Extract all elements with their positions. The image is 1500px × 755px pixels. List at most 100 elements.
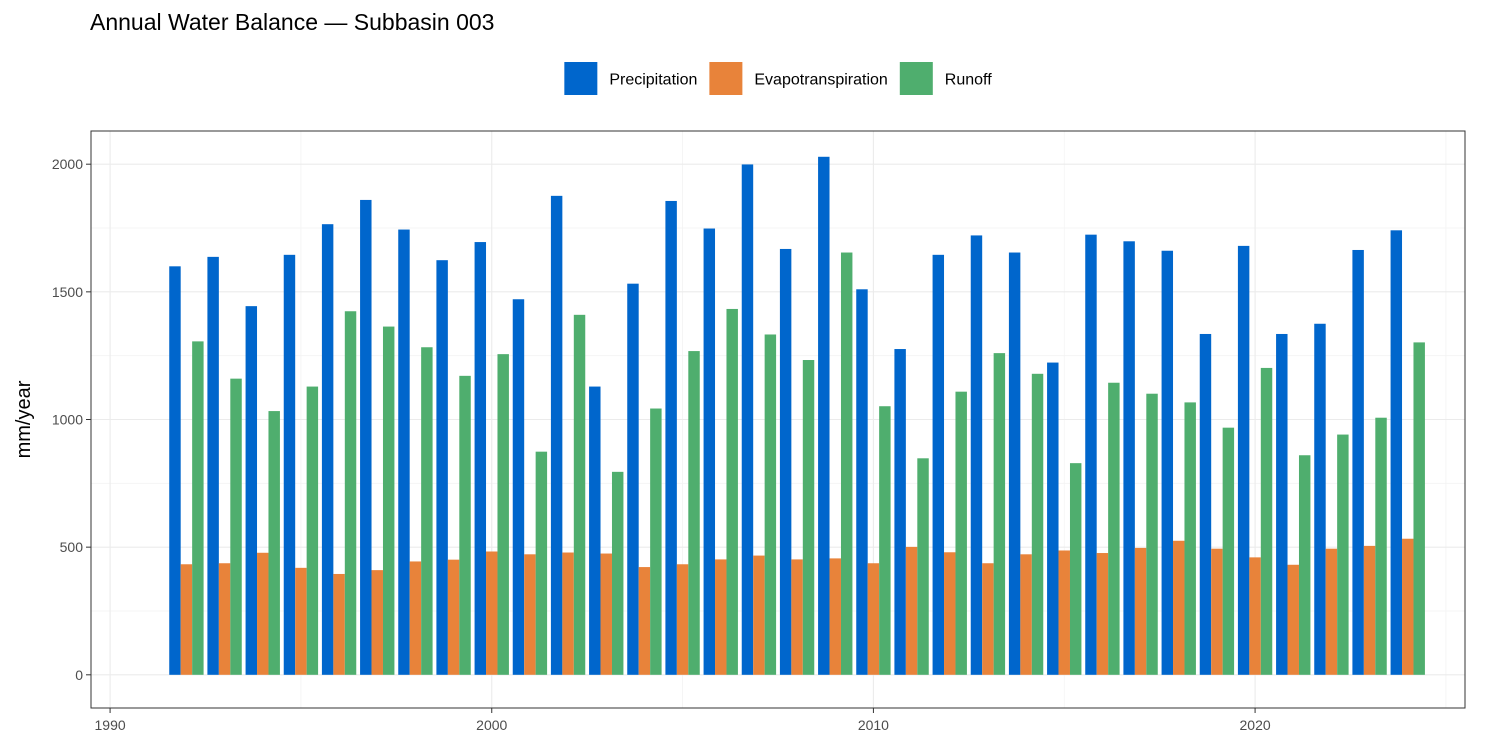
bar-evapotranspiration — [1058, 550, 1070, 675]
bar-evapotranspiration — [905, 546, 918, 675]
bar-runoff — [459, 375, 471, 675]
bar-precipitation — [589, 386, 601, 675]
bar-precipitation — [1123, 241, 1135, 675]
bar-runoff — [535, 451, 548, 675]
bar-precipitation — [169, 266, 181, 675]
bar-runoff — [764, 334, 777, 675]
bar-evapotranspiration — [1211, 548, 1223, 675]
bar-runoff — [1184, 402, 1196, 675]
bar-evapotranspiration — [1096, 553, 1109, 675]
bar-evapotranspiration — [982, 563, 994, 675]
bar-precipitation — [818, 156, 830, 675]
bar-runoff — [917, 458, 929, 675]
bar-runoff — [1337, 434, 1349, 675]
bar-runoff — [1222, 427, 1235, 675]
bar-runoff — [1375, 417, 1387, 675]
bar-runoff — [1298, 455, 1311, 675]
bar-evapotranspiration — [753, 555, 765, 675]
y-tick-label: 1000 — [52, 412, 83, 428]
bar-runoff — [1069, 463, 1082, 675]
y-tick-label: 500 — [60, 539, 84, 555]
bar-evapotranspiration — [867, 563, 880, 675]
bar-runoff — [955, 391, 967, 675]
bar-precipitation — [283, 254, 296, 675]
bar-evapotranspiration — [333, 573, 345, 675]
bar-precipitation — [1199, 333, 1212, 675]
bar-evapotranspiration — [791, 559, 803, 675]
bar-precipitation — [703, 228, 716, 675]
bar-evapotranspiration — [295, 567, 307, 675]
bar-precipitation — [665, 200, 677, 675]
bar-evapotranspiration — [676, 564, 689, 675]
bar-runoff — [840, 252, 853, 675]
bar-evapotranspiration — [409, 561, 422, 675]
bar-runoff — [1413, 342, 1425, 675]
bar-precipitation — [894, 349, 906, 675]
bar-evapotranspiration — [715, 559, 727, 675]
bar-precipitation — [398, 229, 410, 675]
bar-precipitation — [321, 224, 334, 675]
legend-key-evapotranspiration — [709, 62, 743, 95]
bar-precipitation — [474, 242, 487, 675]
bar-evapotranspiration — [600, 553, 612, 675]
legend-label-evapotranspiration: Evapotranspiration — [754, 72, 887, 89]
bar-runoff — [688, 351, 700, 675]
bar-precipitation — [1008, 252, 1021, 675]
bar-precipitation — [1161, 250, 1174, 675]
bar-evapotranspiration — [1249, 557, 1261, 675]
bar-evapotranspiration — [1020, 554, 1032, 675]
bar-evapotranspiration — [371, 570, 383, 675]
bar-runoff — [1260, 367, 1273, 675]
bar-precipitation — [1085, 234, 1097, 675]
bar-runoff — [382, 326, 395, 675]
bar-precipitation — [1390, 230, 1403, 675]
bar-precipitation — [207, 256, 219, 675]
y-axis: 0 500 1000 1500 2000 — [52, 156, 91, 683]
bar-precipitation — [436, 260, 448, 675]
bar-precipitation — [932, 254, 945, 675]
bar-precipitation — [970, 235, 983, 675]
legend-key-precipitation — [564, 62, 598, 95]
bar-evapotranspiration — [1173, 540, 1185, 675]
bar-precipitation — [741, 164, 754, 675]
chart-title: Annual Water Balance — Subbasin 003 — [90, 9, 494, 35]
bar-precipitation — [627, 283, 639, 675]
bar-evapotranspiration — [447, 559, 460, 675]
bar-evapotranspiration — [944, 552, 956, 675]
bar-runoff — [802, 360, 815, 675]
bar-runoff — [1146, 393, 1158, 675]
y-tick-label: 2000 — [52, 156, 83, 172]
y-axis-label: mm/year — [13, 380, 35, 458]
bar-evapotranspiration — [180, 564, 193, 675]
bar-runoff — [421, 347, 433, 675]
bar-evapotranspiration — [524, 554, 536, 675]
bar-precipitation — [1237, 245, 1250, 675]
y-tick-label: 1500 — [52, 284, 83, 300]
bar-runoff — [344, 311, 357, 675]
bar-runoff — [306, 386, 319, 675]
bar-precipitation — [512, 299, 525, 675]
legend: Precipitation Evapotranspiration Runoff — [564, 62, 992, 95]
x-tick-label: 1990 — [95, 717, 126, 733]
x-tick-label: 2010 — [858, 717, 889, 733]
bar-evapotranspiration — [486, 551, 498, 675]
bar-evapotranspiration — [257, 552, 269, 675]
bar-precipitation — [1314, 323, 1326, 675]
bar-runoff — [573, 314, 586, 675]
bar-evapotranspiration — [1402, 538, 1414, 675]
bar-evapotranspiration — [638, 567, 651, 675]
bar-precipitation — [550, 195, 563, 675]
bar-evapotranspiration — [218, 563, 231, 675]
legend-label-runoff: Runoff — [945, 72, 992, 89]
bar-evapotranspiration — [1134, 547, 1147, 675]
bar-runoff — [1108, 382, 1120, 675]
x-axis: 1990 2000 2010 2020 — [95, 708, 1271, 733]
bar-runoff — [650, 408, 662, 675]
bar-evapotranspiration — [1287, 564, 1299, 675]
bar-runoff — [726, 308, 738, 675]
bar-evapotranspiration — [1363, 545, 1376, 675]
x-tick-label: 2000 — [476, 717, 507, 733]
bars — [169, 156, 1425, 675]
